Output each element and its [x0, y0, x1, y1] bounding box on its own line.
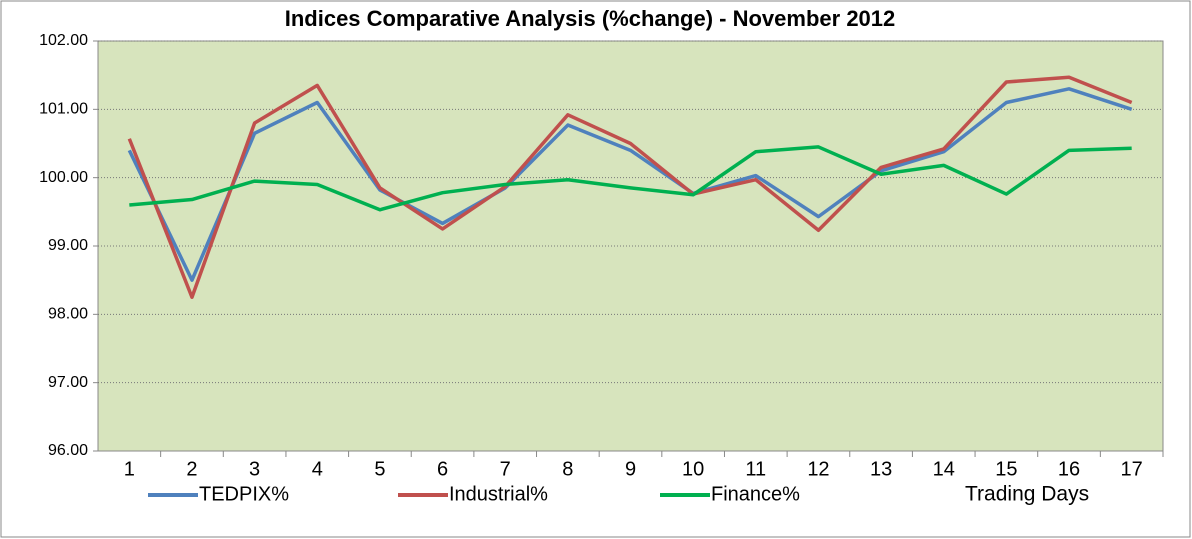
x-tick-label: 5 — [374, 458, 385, 480]
x-tick-label: 15 — [995, 458, 1017, 480]
x-tick-label: 6 — [437, 458, 448, 480]
x-tick-label: 1 — [124, 458, 135, 480]
x-tick-label: 2 — [186, 458, 197, 480]
x-tick-label: 16 — [1058, 458, 1080, 480]
legend-label: TEDPIX% — [199, 483, 289, 505]
x-tick-label: 10 — [682, 458, 704, 480]
y-tick-label: 96.00 — [48, 442, 88, 459]
y-tick-label: 101.00 — [39, 101, 88, 118]
x-tick-label: 11 — [745, 458, 766, 480]
chart-title: Indices Comparative Analysis (%change) -… — [285, 6, 896, 31]
y-tick-label: 97.00 — [48, 374, 88, 391]
x-tick-label: 14 — [933, 458, 955, 480]
x-tick-label: 8 — [562, 458, 573, 480]
data-line — [127, 75, 1133, 299]
x-tick-label: 13 — [870, 458, 892, 480]
x-tick-label: 7 — [500, 458, 511, 480]
x-axis-label: Trading Days — [965, 483, 1089, 506]
legend-label: Finance% — [711, 483, 800, 505]
y-tick-label: 98.00 — [48, 306, 88, 323]
x-tick-label: 17 — [1121, 458, 1143, 480]
x-tick-label: 3 — [249, 458, 260, 480]
y-tick-label: 102.00 — [39, 32, 88, 49]
x-tick-label: 9 — [625, 458, 636, 480]
y-tick-label: 99.00 — [48, 237, 88, 254]
data-line — [129, 145, 1132, 212]
y-tick-label: 100.00 — [39, 169, 88, 186]
legend-label: Industrial% — [449, 483, 548, 505]
data-line — [127, 87, 1133, 282]
x-tick-label: 12 — [807, 458, 829, 480]
x-tick-label: 4 — [312, 458, 323, 480]
